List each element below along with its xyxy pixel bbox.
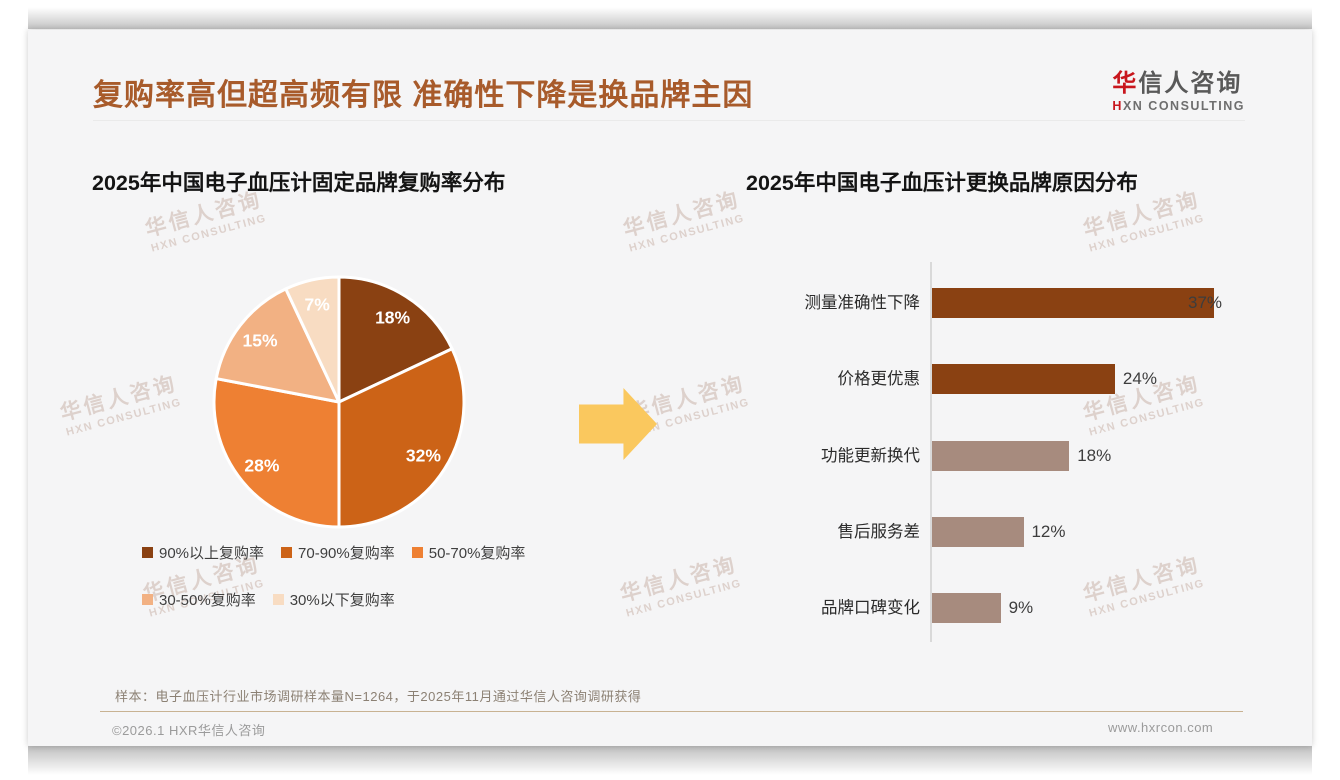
- legend-marker-icon: [281, 547, 293, 558]
- brand-watermark: 华信人咨询 HXN CONSULTING: [32, 361, 207, 446]
- legend-marker-icon: [411, 547, 423, 558]
- slide-bottom-shadow: [28, 746, 1312, 780]
- logo-sub-rest: XN CONSULTING: [1122, 99, 1245, 113]
- sample-footnote: 样本：电子血压计行业市场调研样本量N=1264，于2025年11月通过华信人咨询…: [115, 689, 642, 704]
- bar-value-label: 37%: [1188, 293, 1223, 312]
- pie-chart-svg: 18% 32% 28% 15% 7%: [212, 275, 466, 529]
- watermark-line2: HXN CONSULTING: [149, 212, 268, 255]
- pie-slice-value-label: 15%: [242, 331, 277, 351]
- legend-item: 70-90%复购率: [281, 542, 395, 563]
- bar-value-label: 18%: [1077, 445, 1112, 465]
- report-slide: 华信人咨询 HXN CONSULTING 华信人咨询 HXN CONSULTING 华信…: [28, 30, 1312, 746]
- legend-item: 50-70%复购率: [411, 542, 526, 563]
- bar-售后服务差: [932, 516, 1024, 547]
- bar-value-label: 24%: [1122, 369, 1157, 389]
- bar-category-label: 品牌口碑变化: [821, 599, 920, 618]
- legend-item: 90%以上复购率: [142, 542, 264, 563]
- footer-divider: [100, 711, 1243, 712]
- company-logo: 华信人咨询 HXN CONSULTING: [1112, 63, 1245, 113]
- legend-label: 30-50%复购率: [159, 592, 256, 609]
- legend-row: 30-50%复购率 30%以下复购率: [142, 589, 525, 610]
- watermark-line1: 华信人咨询: [620, 188, 743, 242]
- legend-label: 50-70%复购率: [428, 545, 526, 562]
- slide-top-shadow: [28, 0, 1312, 29]
- legend-label: 70-90%复购率: [298, 545, 395, 562]
- bar-测量准确性下降: [932, 288, 1214, 318]
- legend-marker-icon: [142, 594, 153, 605]
- pie-slice-value-label: 18%: [375, 308, 410, 328]
- legend-marker-icon: [272, 594, 284, 605]
- watermark-line2: HXN CONSULTING: [627, 212, 746, 255]
- bar-value-label: 12%: [1031, 521, 1066, 541]
- watermark-line2: HXN CONSULTING: [64, 396, 183, 439]
- pie-slice-70-90%复购率: [337, 347, 466, 529]
- bar-category-label: 售后服务差: [837, 522, 921, 541]
- logo-brand-text: 华信人咨询: [1112, 63, 1245, 98]
- pie-legend: 90%以上复购率 70-90%复购率 50-70%复购率 30-50%复购率 30%以下…: [142, 542, 525, 636]
- bar-value-label: 9%: [1008, 598, 1034, 618]
- pie-chart-title: 2025年中国电子血压计固定品牌复购率分布: [92, 171, 506, 195]
- watermark-line1: 华信人咨询: [57, 372, 180, 426]
- legend-marker-icon: [142, 547, 153, 558]
- bar-category-label: 价格更优惠: [837, 370, 921, 389]
- right-arrow-icon: [579, 388, 657, 460]
- watermark-line2: HXN CONSULTING: [1087, 212, 1206, 255]
- bar-功能更新换代: [932, 440, 1070, 471]
- brand-watermark: 华信人咨询 HXN CONSULTING: [595, 177, 770, 262]
- bar-chart-axis-line: [930, 262, 932, 642]
- bar-category-label: 测量准确性下降: [804, 294, 921, 312]
- legend-item: 30-50%复购率: [142, 589, 256, 610]
- website-link[interactable]: www.hxrcon.com: [1108, 720, 1214, 735]
- copyright-text: ©2026.1 HXR华信人咨询: [112, 723, 266, 738]
- pie-slice-30-50%复购率: [214, 287, 341, 404]
- page-title: 复购率高但超高频有限 准确性下降是换品牌主因: [93, 79, 754, 112]
- legend-row: 90%以上复购率 70-90%复购率 50-70%复购率: [142, 542, 525, 563]
- header-divider: [93, 120, 1245, 121]
- pie-slice-value-label: 32%: [406, 446, 441, 466]
- legend-item: 30%以下复购率: [272, 589, 395, 610]
- bar-chart-title: 2025年中国电子血压计更换品牌原因分布: [746, 171, 1138, 195]
- bar-价格更优惠: [932, 364, 1115, 395]
- legend-label: 30%以下复购率: [289, 592, 395, 609]
- logo-sub-first-char: H: [1112, 99, 1123, 113]
- bar-品牌口碑变化: [932, 593, 1001, 624]
- pie-slice-value-label: 28%: [244, 456, 279, 476]
- bar-chart: 测量准确性下降 37% 价格更优惠 24% 功能更新换代 18% 售后服务差 12% 品牌口碑变…: [668, 262, 1278, 652]
- pie-slice-30%以下复购率: [284, 275, 341, 404]
- logo-brand-first-char: 华: [1112, 70, 1139, 97]
- pie-slice-value-label: 7%: [305, 294, 331, 314]
- pie-slice-90%以上复购率: [337, 275, 454, 404]
- bar-category-label: 功能更新换代: [821, 446, 920, 465]
- pie-chart: 18% 32% 28% 15% 7%: [199, 262, 479, 542]
- legend-label: 90%以上复购率: [159, 545, 265, 562]
- logo-subtitle: HXN CONSULTING: [1112, 99, 1245, 113]
- pie-slice-50-70%复购率: [212, 377, 341, 529]
- logo-brand-rest: 信人咨询: [1138, 70, 1243, 97]
